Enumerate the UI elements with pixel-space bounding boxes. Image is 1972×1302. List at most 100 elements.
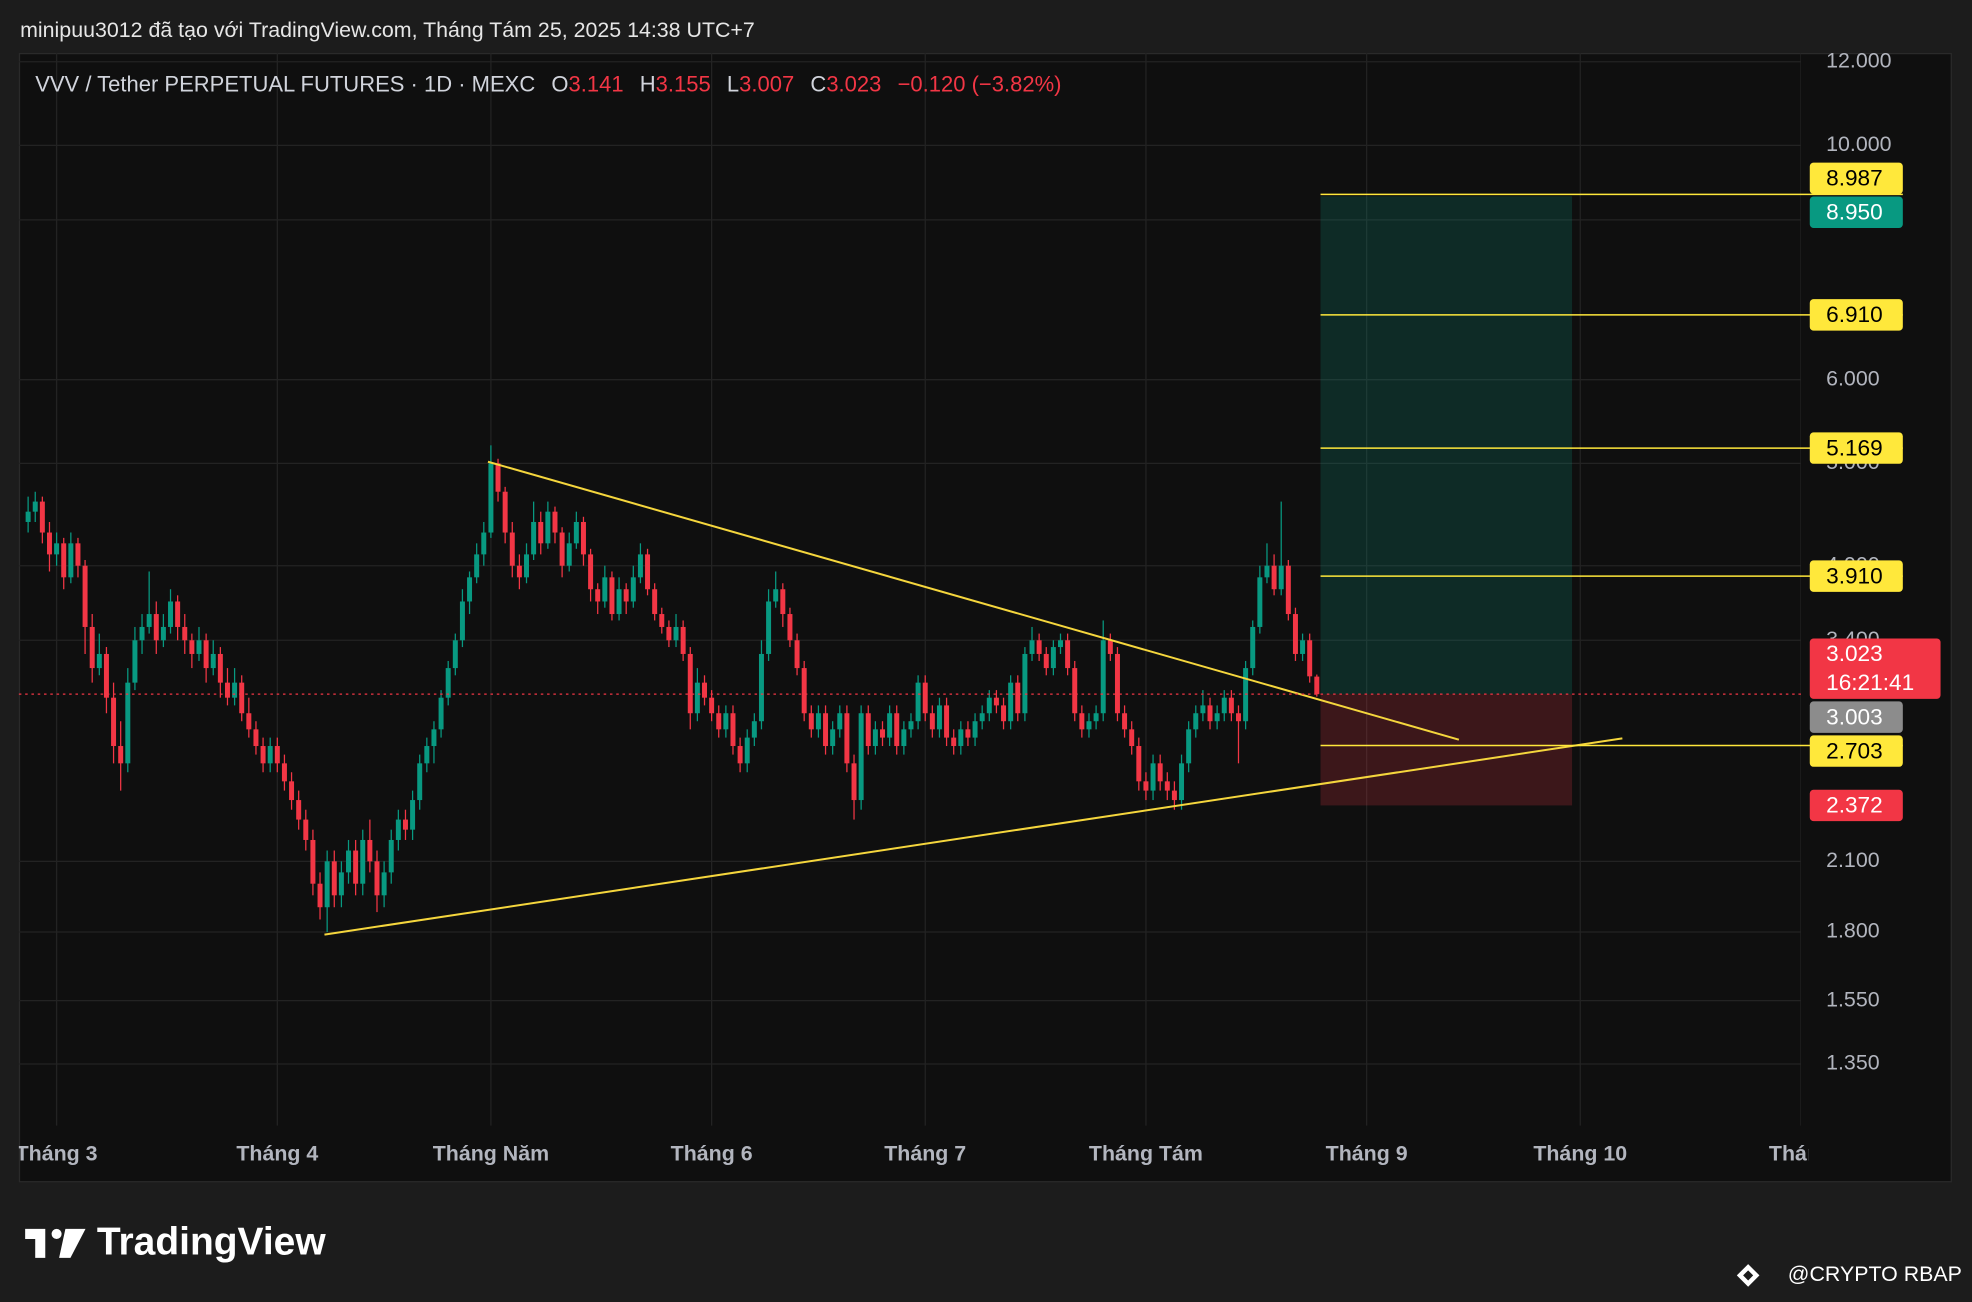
candle-body	[125, 682, 131, 764]
candle-body	[39, 501, 45, 533]
lower-trend-line	[324, 737, 1623, 936]
price-label: 3.910	[1826, 563, 1883, 588]
ohlc-key: C	[810, 71, 826, 96]
candle-body	[118, 746, 124, 764]
candle-body	[780, 589, 786, 615]
candle-body	[986, 697, 992, 714]
candle-body	[431, 729, 437, 747]
candle-body	[637, 554, 643, 578]
candle-body	[602, 577, 608, 602]
candle-body	[580, 521, 586, 555]
candle-body	[1292, 614, 1298, 654]
candle-body	[516, 565, 522, 578]
candle-body	[374, 861, 380, 896]
candle-body	[495, 463, 501, 492]
price-label: 2.372	[1826, 793, 1883, 818]
x-tick-label: Tháng	[1769, 1141, 1833, 1165]
candle-body	[232, 682, 238, 698]
candle-body	[1065, 640, 1071, 669]
candle-body	[929, 713, 935, 730]
candle-body	[1072, 668, 1078, 714]
candle-body	[1314, 676, 1320, 695]
candle-body	[54, 543, 60, 555]
candle-body	[452, 640, 458, 669]
candle-body	[1001, 705, 1007, 722]
candle-body	[901, 729, 907, 747]
candle-body	[388, 839, 394, 873]
change: −0.120 (−3.82%)	[898, 71, 1062, 96]
ohlc-value: 3.155	[656, 71, 711, 96]
candle-body	[160, 626, 166, 641]
logo-text: TradingView	[97, 1220, 327, 1263]
candle-body	[1278, 565, 1284, 590]
ohlc-key: H	[640, 71, 656, 96]
y-tick-label: 2.100	[1826, 848, 1880, 872]
candle-body	[773, 589, 779, 602]
candle-body	[716, 713, 722, 730]
candle-body	[922, 682, 928, 714]
candle-body	[509, 532, 515, 566]
candle-body	[317, 883, 323, 908]
candle-body	[239, 682, 245, 714]
candle-body	[146, 614, 152, 627]
price-label-box	[1809, 432, 1903, 464]
logo-mark	[51, 1228, 62, 1239]
candle-body	[880, 729, 885, 738]
candle-body	[1250, 626, 1256, 669]
y-tick-label: 1.550	[1826, 987, 1880, 1011]
candle-body	[1150, 763, 1156, 791]
countdown: 16:21:41	[1826, 670, 1914, 695]
price-label-box	[1809, 162, 1903, 195]
x-tick-label: Tháng Tám	[1089, 1141, 1203, 1165]
candle-body	[787, 614, 793, 641]
candle-body	[488, 463, 494, 533]
price-label: 3.003	[1826, 704, 1883, 729]
ohlc-value: 3.141	[569, 71, 624, 96]
candle-body	[1207, 705, 1213, 722]
candle-body	[958, 729, 964, 747]
tradingview-logo: TradingView	[25, 1220, 326, 1263]
candle-body	[1221, 697, 1227, 714]
candle-body	[1043, 653, 1049, 669]
candle-body	[858, 713, 864, 801]
price-label-box	[1809, 196, 1903, 228]
candle-body	[324, 861, 330, 908]
price-label-box	[1809, 638, 1941, 699]
candle-body	[331, 861, 337, 896]
price-label-box	[1809, 735, 1903, 767]
candle-body	[709, 697, 715, 714]
candle-body	[723, 713, 729, 730]
candle-body	[680, 626, 686, 654]
candle-body	[1029, 640, 1035, 654]
candle-body	[666, 626, 672, 641]
candle-body	[538, 521, 544, 544]
grid	[18, 52, 1801, 1126]
candle-body	[417, 763, 423, 801]
candle-body	[1214, 713, 1220, 722]
candle-body	[645, 554, 651, 590]
candle-body	[865, 713, 871, 747]
candle-body	[61, 543, 67, 578]
candle-body	[1022, 653, 1028, 714]
candle-body	[751, 721, 757, 738]
candle-body	[459, 601, 465, 641]
candle-body	[1114, 653, 1120, 714]
candle-body	[730, 713, 736, 747]
candle-body	[381, 872, 387, 896]
profit-zone	[1320, 196, 1573, 695]
candle-body	[815, 713, 821, 730]
candle-body	[481, 532, 487, 555]
candle-body	[132, 640, 138, 683]
candle-body	[1093, 713, 1099, 722]
candle-body	[1136, 746, 1142, 782]
candle-body	[1271, 565, 1277, 590]
candle-body	[502, 491, 508, 533]
candle-body	[1171, 790, 1177, 801]
candle-body	[82, 565, 88, 627]
candle-body	[46, 532, 52, 555]
candle-body	[823, 713, 829, 747]
price-label: 2.703	[1826, 738, 1883, 763]
candle-body	[338, 872, 344, 896]
candle-body	[395, 819, 401, 840]
